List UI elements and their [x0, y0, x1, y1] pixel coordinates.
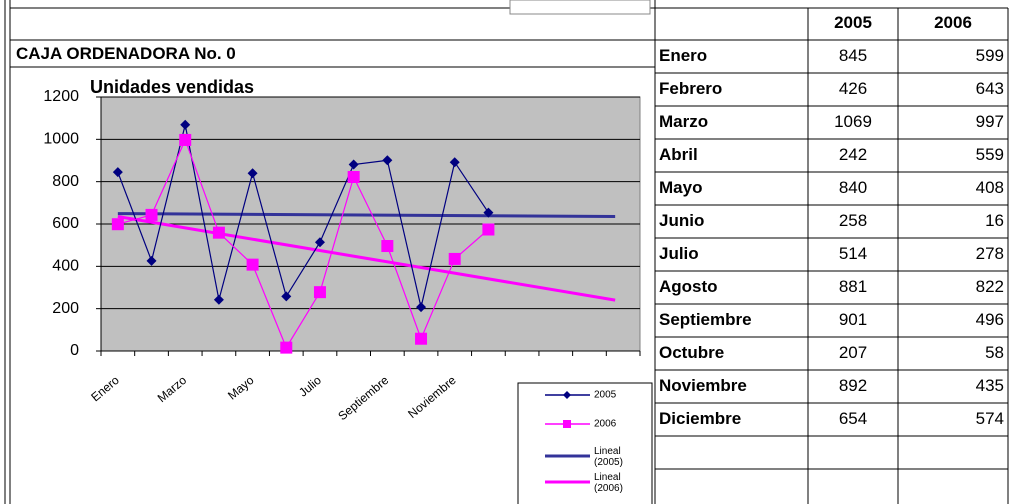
point-marker: [347, 171, 360, 184]
value-2005: 892: [838, 376, 868, 395]
value-2006: 599: [975, 46, 1004, 65]
chart-title: Unidades vendidas: [90, 77, 254, 97]
trendline: [117, 212, 616, 219]
series-line: [117, 138, 489, 349]
legend-marker: [563, 391, 571, 399]
sheet-grid: [4, 0, 1009, 504]
value-2005: 242: [838, 145, 868, 164]
point-marker: [482, 223, 495, 236]
point-marker: [179, 133, 192, 146]
column-header: 2005: [834, 13, 872, 32]
legend-label-line: (2005): [594, 457, 623, 468]
point-marker: [280, 341, 293, 354]
month-label: Mayo: [659, 178, 703, 197]
legend-label-line: (2006): [594, 483, 623, 494]
point-marker: [449, 157, 460, 168]
point-marker: [381, 240, 394, 253]
value-2005: 258: [838, 211, 868, 230]
point-marker: [213, 294, 224, 305]
month-label: Noviembre: [659, 376, 747, 395]
value-2005: 845: [838, 46, 868, 65]
value-2006: 496: [975, 310, 1004, 329]
legend-label-line: Lineal: [594, 446, 621, 457]
y-tick-label: 1000: [43, 131, 79, 148]
value-2006: 16: [985, 211, 1004, 230]
month-label: Abril: [659, 145, 698, 164]
value-2006: 997: [975, 112, 1004, 131]
month-label: Julio: [659, 244, 699, 263]
legend-marker: [563, 420, 571, 428]
month-label: Febrero: [659, 79, 723, 98]
point-marker: [145, 208, 158, 221]
y-tick-label: 800: [52, 173, 79, 190]
value-2005: 207: [838, 343, 868, 362]
value-2006: 278: [975, 244, 1004, 263]
value-2006: 574: [975, 409, 1004, 428]
value-2005: 426: [838, 79, 868, 98]
point-marker: [448, 252, 461, 265]
month-label: Diciembre: [659, 409, 742, 428]
month-label: Marzo: [659, 112, 709, 131]
value-2006: 822: [975, 277, 1004, 296]
value-2005: 881: [838, 277, 868, 296]
point-marker: [247, 168, 258, 179]
point-marker: [416, 302, 427, 313]
legend-label: 2005: [594, 390, 617, 401]
value-2006: 643: [975, 79, 1004, 98]
month-label: Enero: [659, 46, 708, 65]
y-tick-label: 0: [70, 342, 79, 359]
point-marker: [111, 218, 124, 231]
column-header: 2006: [934, 13, 972, 32]
point-marker: [146, 255, 157, 266]
y-tick-label: 600: [52, 215, 79, 232]
month-label: Octubre: [659, 343, 725, 362]
point-marker: [313, 286, 326, 299]
y-tick-label: 200: [52, 300, 79, 317]
legend-label: Lineal (2006): [594, 472, 623, 494]
point-marker: [180, 119, 191, 130]
point-marker: [382, 155, 393, 166]
trendline: [117, 215, 616, 302]
y-tick-label: 1200: [43, 88, 79, 105]
value-2005: 840: [838, 178, 868, 197]
sheet-title: CAJA ORDENADORA No. 0: [16, 44, 236, 63]
legend-label: Lineal (2005): [594, 446, 623, 468]
point-marker: [212, 226, 225, 239]
value-2006: 408: [975, 178, 1004, 197]
point-marker: [314, 237, 325, 248]
legend-label-line: Lineal: [594, 472, 621, 483]
point-marker: [112, 167, 123, 178]
value-2006: 559: [975, 145, 1004, 164]
legend-label: 2006: [594, 419, 617, 430]
month-label: Junio: [659, 211, 705, 230]
month-label: Septiembre: [659, 310, 752, 329]
month-label: Agosto: [659, 277, 718, 296]
point-marker: [281, 291, 292, 302]
value-2005: 654: [838, 409, 868, 428]
value-2005: 901: [838, 310, 868, 329]
value-2005: 514: [838, 244, 868, 263]
value-2006: 435: [975, 376, 1004, 395]
value-2005: 1069: [834, 112, 872, 131]
point-marker: [483, 207, 494, 218]
y-tick-label: 400: [52, 258, 79, 275]
value-2006: 58: [985, 343, 1004, 362]
point-marker: [415, 332, 428, 345]
series-line: [117, 124, 489, 308]
point-marker: [246, 258, 259, 271]
point-marker: [348, 159, 359, 170]
